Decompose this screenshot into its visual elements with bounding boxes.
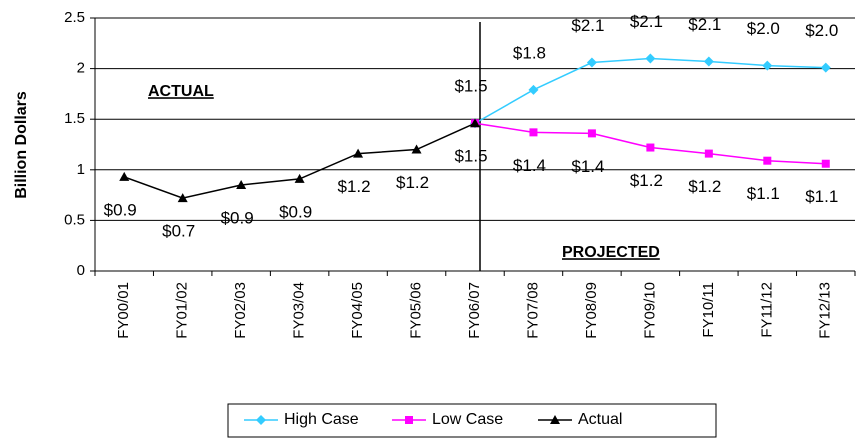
x-tick-label: FY03/04 <box>291 282 308 339</box>
marker <box>529 128 538 137</box>
marker <box>353 148 364 158</box>
data-label: $0.7 <box>162 222 195 241</box>
marker <box>821 159 830 168</box>
x-tick-label: FY00/01 <box>115 282 132 339</box>
legend-label: Low Case <box>432 411 503 428</box>
marker <box>256 415 266 425</box>
marker <box>645 53 656 64</box>
marker <box>470 118 480 128</box>
data-label: $0.9 <box>279 202 312 221</box>
data-label: $1.2 <box>688 177 721 196</box>
data-label: $1.8 <box>513 43 546 62</box>
data-label: $2.1 <box>688 15 721 34</box>
y-tick-label: 0 <box>77 262 85 279</box>
marker <box>763 156 772 165</box>
annotation: ACTUAL <box>148 83 214 100</box>
marker <box>528 84 539 95</box>
y-tick-label: 0.5 <box>64 211 85 228</box>
x-tick-label: FY06/07 <box>466 282 483 339</box>
x-tick-label: FY04/05 <box>349 282 366 339</box>
x-tick-label: FY05/06 <box>408 282 425 339</box>
legend-box <box>227 403 717 438</box>
marker <box>820 62 831 73</box>
y-tick-label: 2 <box>77 60 85 77</box>
marker <box>405 416 413 424</box>
annotation: PROJECTED <box>562 244 660 261</box>
marker <box>646 143 655 152</box>
marker <box>411 144 422 154</box>
data-label: $1.5 <box>454 147 487 166</box>
data-label: $1.4 <box>513 156 546 175</box>
y-axis-label: Billion Dollars <box>13 91 30 199</box>
x-tick-label: FY01/02 <box>174 282 191 339</box>
x-tick-label: FY07/08 <box>524 282 541 339</box>
legend-label: High Case <box>284 411 359 428</box>
marker <box>762 60 773 71</box>
data-label: $2.0 <box>747 19 780 38</box>
marker <box>294 173 305 183</box>
y-tick-label: 2.5 <box>64 9 85 26</box>
y-tick-label: 1 <box>77 161 85 178</box>
legend-label: Actual <box>578 411 622 428</box>
marker <box>703 56 714 67</box>
x-tick-label: FY02/03 <box>232 282 249 339</box>
data-label: $1.4 <box>571 157 604 176</box>
x-tick-label: FY12/13 <box>817 282 834 339</box>
marker <box>177 193 188 203</box>
data-label: $1.1 <box>747 184 780 203</box>
data-label: $0.9 <box>104 200 137 219</box>
x-tick-label: FY11/12 <box>758 282 775 338</box>
data-label: $2.0 <box>805 21 838 40</box>
marker <box>119 171 130 181</box>
data-label: $2.1 <box>571 16 604 35</box>
marker <box>550 415 560 424</box>
x-tick-label: FY09/10 <box>641 282 658 339</box>
x-tick-label: FY08/09 <box>583 282 600 339</box>
marker <box>236 179 247 189</box>
data-label: $1.2 <box>630 171 663 190</box>
data-label: $1.2 <box>396 173 429 192</box>
data-label: $1.2 <box>338 177 371 196</box>
marker <box>586 57 597 68</box>
marker <box>587 129 596 138</box>
y-tick-label: 1.5 <box>64 110 85 127</box>
data-label: $0.9 <box>221 208 254 227</box>
data-label: $1.5 <box>454 77 487 96</box>
x-tick-label: FY10/11 <box>700 282 717 338</box>
marker <box>704 149 713 158</box>
data-label: $1.1 <box>805 187 838 206</box>
data-label: $2.1 <box>630 12 663 31</box>
